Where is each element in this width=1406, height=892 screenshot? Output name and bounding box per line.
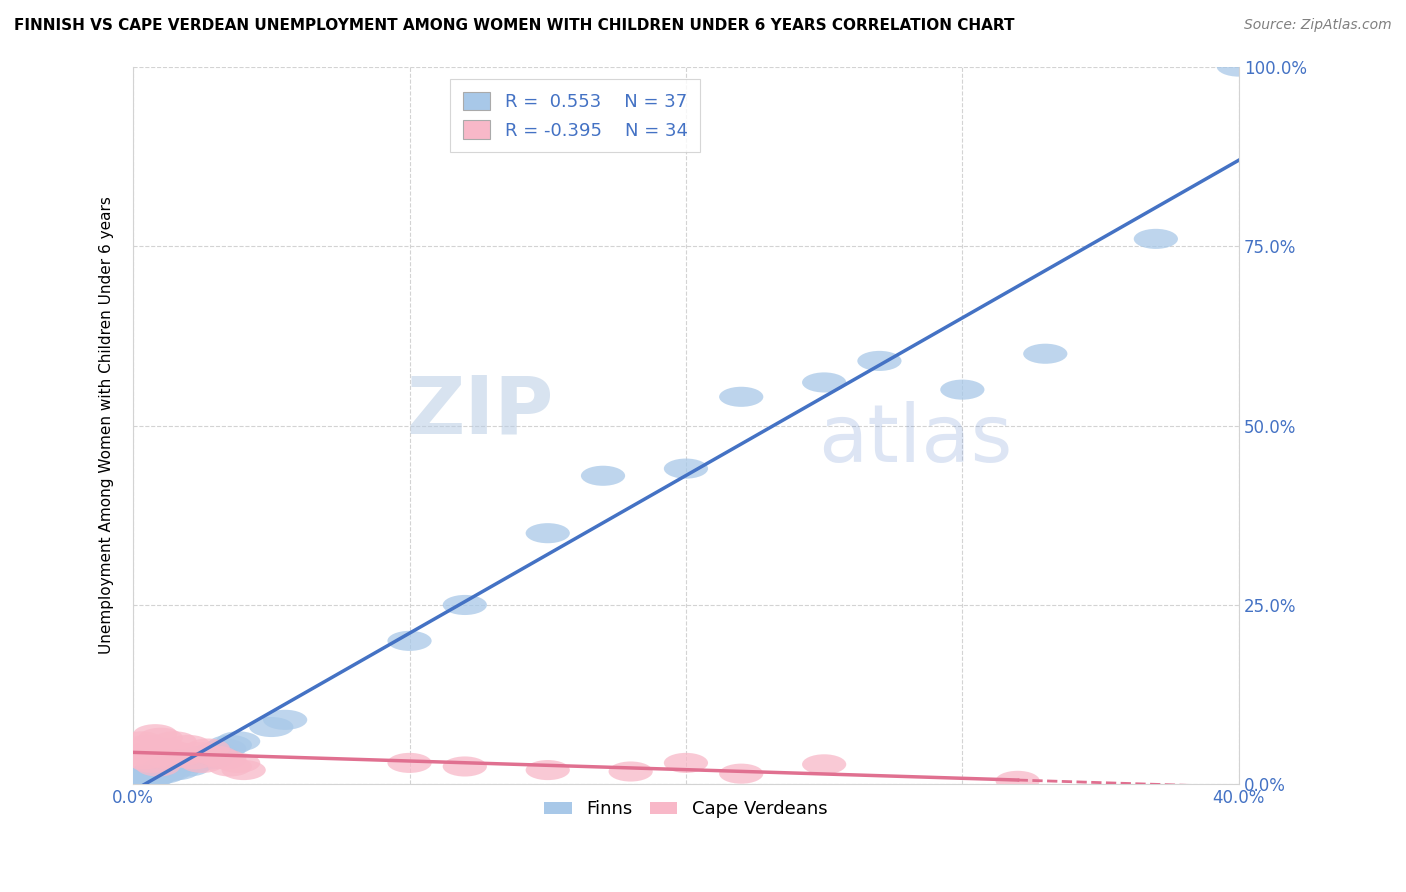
Ellipse shape xyxy=(148,762,191,781)
Ellipse shape xyxy=(609,762,652,781)
Ellipse shape xyxy=(222,760,266,780)
Ellipse shape xyxy=(160,746,205,765)
Ellipse shape xyxy=(166,735,211,755)
Ellipse shape xyxy=(122,749,166,770)
Ellipse shape xyxy=(122,765,166,786)
Ellipse shape xyxy=(180,746,225,765)
Ellipse shape xyxy=(134,724,177,744)
Ellipse shape xyxy=(526,760,569,780)
Ellipse shape xyxy=(152,731,197,751)
Ellipse shape xyxy=(186,739,229,758)
Ellipse shape xyxy=(139,728,183,747)
Ellipse shape xyxy=(125,770,169,790)
Text: Source: ZipAtlas.com: Source: ZipAtlas.com xyxy=(1244,18,1392,32)
Ellipse shape xyxy=(995,771,1040,791)
Ellipse shape xyxy=(194,742,238,762)
Ellipse shape xyxy=(142,746,186,765)
Ellipse shape xyxy=(120,731,163,751)
Y-axis label: Unemployment Among Women with Children Under 6 years: Unemployment Among Women with Children U… xyxy=(100,196,114,655)
Ellipse shape xyxy=(801,372,846,392)
Text: atlas: atlas xyxy=(818,401,1012,479)
Ellipse shape xyxy=(136,756,180,777)
Ellipse shape xyxy=(117,746,160,765)
Ellipse shape xyxy=(142,764,186,784)
Ellipse shape xyxy=(858,351,901,371)
Ellipse shape xyxy=(443,595,486,615)
Ellipse shape xyxy=(208,735,252,755)
Ellipse shape xyxy=(120,767,163,788)
Ellipse shape xyxy=(718,764,763,784)
Ellipse shape xyxy=(217,753,260,773)
Ellipse shape xyxy=(249,717,294,737)
Ellipse shape xyxy=(145,756,188,777)
Ellipse shape xyxy=(114,739,157,758)
Ellipse shape xyxy=(217,731,260,751)
Ellipse shape xyxy=(263,710,308,730)
Ellipse shape xyxy=(1133,229,1178,249)
Ellipse shape xyxy=(801,755,846,774)
Ellipse shape xyxy=(117,769,160,789)
Ellipse shape xyxy=(941,380,984,400)
Ellipse shape xyxy=(664,458,709,479)
Ellipse shape xyxy=(388,753,432,773)
Ellipse shape xyxy=(202,739,246,758)
Ellipse shape xyxy=(194,746,238,765)
Ellipse shape xyxy=(131,767,174,788)
Ellipse shape xyxy=(145,739,188,758)
Ellipse shape xyxy=(664,753,709,773)
Ellipse shape xyxy=(172,753,217,773)
Ellipse shape xyxy=(139,760,183,780)
Ellipse shape xyxy=(180,753,225,773)
Ellipse shape xyxy=(134,765,177,786)
Text: FINNISH VS CAPE VERDEAN UNEMPLOYMENT AMONG WOMEN WITH CHILDREN UNDER 6 YEARS COR: FINNISH VS CAPE VERDEAN UNEMPLOYMENT AMO… xyxy=(14,18,1015,33)
Ellipse shape xyxy=(443,756,486,777)
Ellipse shape xyxy=(1024,343,1067,364)
Ellipse shape xyxy=(131,753,174,773)
Ellipse shape xyxy=(128,742,172,762)
Ellipse shape xyxy=(177,742,222,762)
Ellipse shape xyxy=(155,760,200,780)
Ellipse shape xyxy=(155,742,200,762)
Ellipse shape xyxy=(188,749,232,770)
Ellipse shape xyxy=(125,735,169,755)
Ellipse shape xyxy=(208,756,252,777)
Ellipse shape xyxy=(1216,56,1261,77)
Ellipse shape xyxy=(152,753,197,773)
Legend: Finns, Cape Verdeans: Finns, Cape Verdeans xyxy=(537,793,835,826)
Ellipse shape xyxy=(526,523,569,543)
Ellipse shape xyxy=(128,764,172,784)
Ellipse shape xyxy=(166,756,211,777)
Ellipse shape xyxy=(148,749,191,770)
Ellipse shape xyxy=(202,749,246,770)
Ellipse shape xyxy=(388,631,432,651)
Ellipse shape xyxy=(114,771,157,791)
Ellipse shape xyxy=(160,749,205,770)
Ellipse shape xyxy=(718,387,763,407)
Text: ZIP: ZIP xyxy=(406,372,554,450)
Ellipse shape xyxy=(581,466,626,486)
Ellipse shape xyxy=(172,749,217,770)
